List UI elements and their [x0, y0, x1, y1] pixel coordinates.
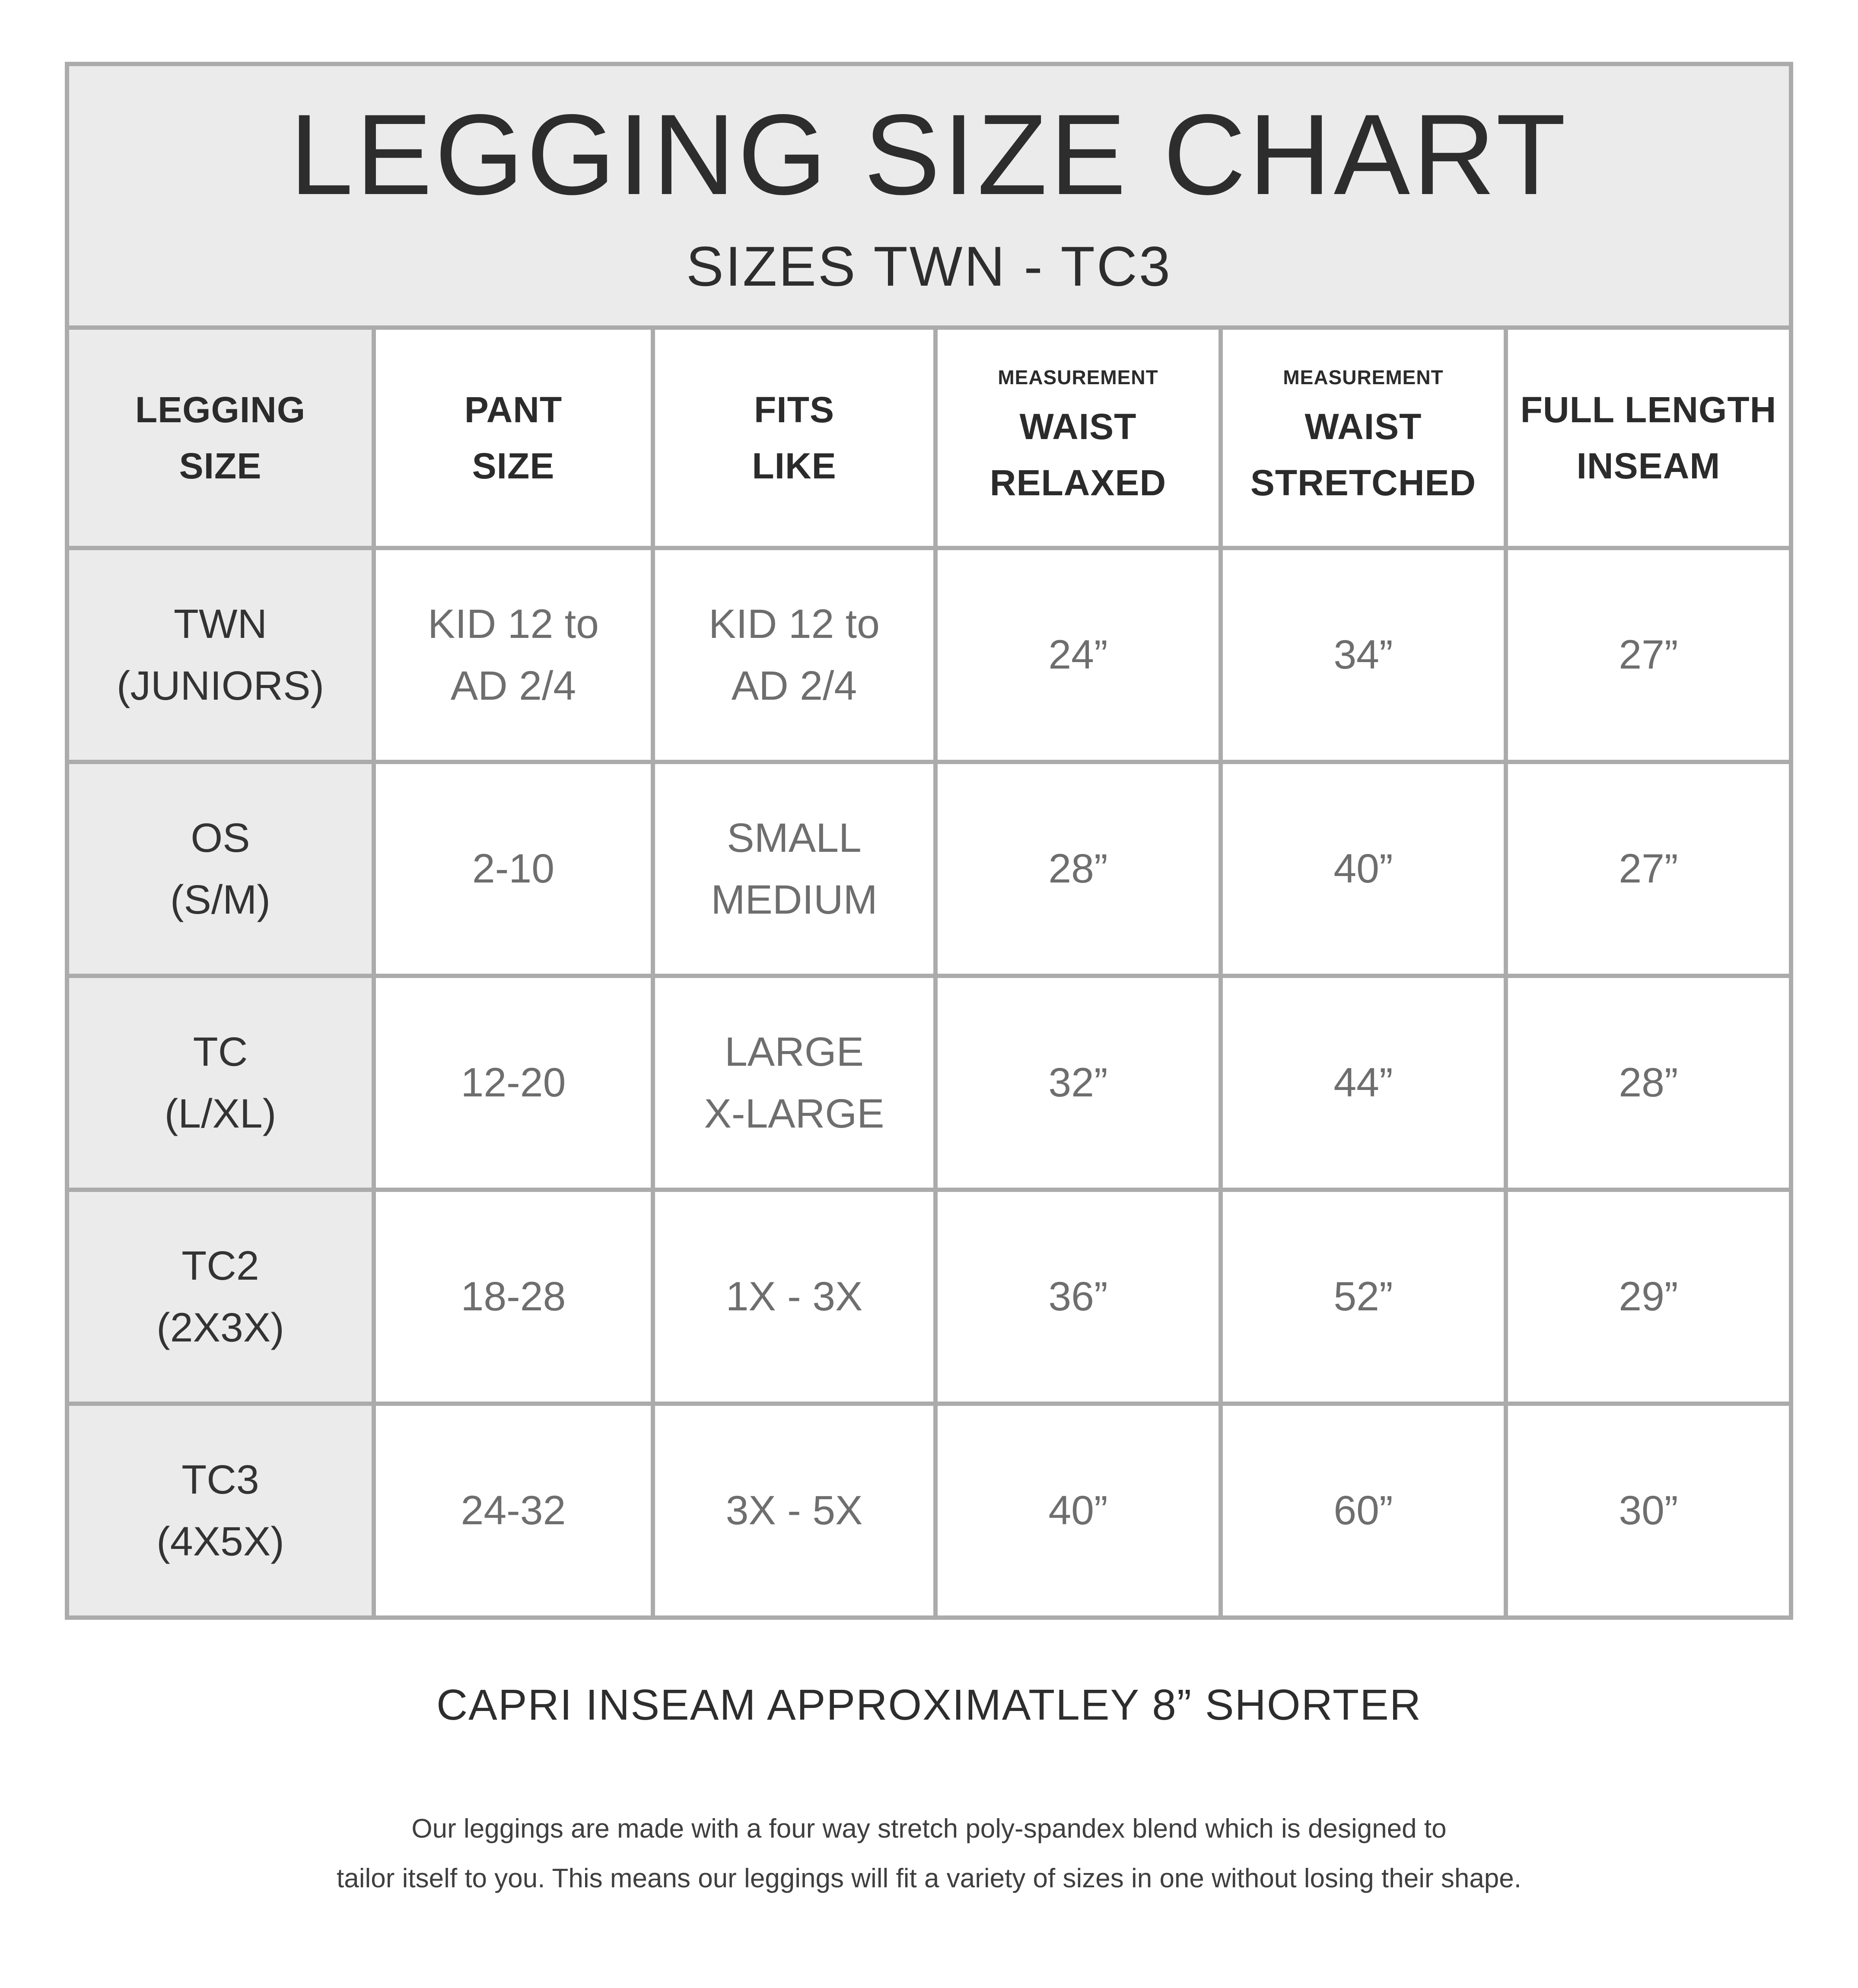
cell-line: (2X3X)	[156, 1304, 284, 1351]
row-os-inseam-cell: 27”	[1508, 764, 1789, 974]
cell-line: TWN	[173, 601, 267, 647]
row-tc2-inseam-cell: 29”	[1508, 1192, 1789, 1402]
fabric-description-line: Our leggings are made with a four way st…	[411, 1814, 1447, 1844]
cell-line: 44”	[1333, 1060, 1393, 1106]
row-tc2-pant-size-cell: 18-28	[376, 1192, 651, 1402]
row-tc3-fits-like-cell: 3X - 5X	[655, 1406, 933, 1615]
cell-line: 24”	[1048, 632, 1108, 678]
cell-line: 52”	[1333, 1274, 1393, 1320]
header-line: WAIST	[1304, 406, 1422, 447]
cell-line: 34”	[1333, 632, 1393, 678]
cell-line: 24-32	[461, 1488, 566, 1534]
chart-title-section: LEGGING SIZE CHART SIZES TWN - TC3	[69, 66, 1789, 325]
page-title: LEGGING SIZE CHART	[290, 90, 1568, 219]
cell-line: 18-28	[461, 1274, 566, 1320]
row-os-pant-size-cell: 2-10	[376, 764, 651, 974]
row-twn-fits-like-cell: KID 12 to AD 2/4	[655, 550, 933, 760]
fabric-description: Our leggings are made with a four way st…	[0, 1804, 1858, 1903]
column-header-full-length-inseam: FULL LENGTH INSEAM	[1508, 330, 1789, 546]
row-twn-waist-relaxed-cell: 24”	[938, 550, 1219, 760]
row-tc-waist-stretched-cell: 44”	[1223, 978, 1504, 1188]
header-line: SIZE	[179, 446, 262, 486]
cell-line: AD 2/4	[731, 663, 857, 709]
header-measurement-label: MEASUREMENT	[1283, 366, 1444, 389]
cell-line: LARGE	[724, 1029, 864, 1075]
row-tc3-pant-size-cell: 24-32	[376, 1406, 651, 1615]
row-tc2-waist-relaxed-cell: 36”	[938, 1192, 1219, 1402]
cell-line: AD 2/4	[450, 663, 576, 709]
row-os-fits-like-cell: SMALL MEDIUM	[655, 764, 933, 974]
cell-line: MEDIUM	[711, 876, 878, 923]
cell-line: 27”	[1619, 846, 1678, 892]
row-tc-fits-like-cell: LARGE X-LARGE	[655, 978, 933, 1188]
cell-line: 32”	[1048, 1060, 1108, 1106]
cell-line: 2-10	[472, 846, 555, 892]
row-os-waist-stretched-cell: 40”	[1223, 764, 1504, 974]
cell-line: 60”	[1333, 1488, 1393, 1534]
cell-line: 28”	[1619, 1060, 1678, 1106]
cell-line: (S/M)	[170, 876, 271, 923]
row-tc-pant-size-cell: 12-20	[376, 978, 651, 1188]
cell-line: (L/XL)	[164, 1090, 277, 1137]
cell-line: KID 12 to	[708, 601, 880, 647]
row-tc2-fits-like-cell: 1X - 3X	[655, 1192, 933, 1402]
row-twn-inseam-cell: 27”	[1508, 550, 1789, 760]
cell-line: 36”	[1048, 1274, 1108, 1320]
header-line: FITS	[754, 389, 834, 430]
row-tc-inseam-cell: 28”	[1508, 978, 1789, 1188]
header-line: LIKE	[752, 446, 837, 486]
row-os-legging-size-cell: OS (S/M)	[69, 764, 372, 974]
header-line: RELAXED	[989, 462, 1167, 503]
column-header-legging-size: LEGGING SIZE	[69, 330, 372, 546]
cell-line: 27”	[1619, 632, 1678, 678]
cell-line: X-LARGE	[704, 1090, 884, 1137]
row-twn-legging-size-cell: TWN (JUNIORS)	[69, 550, 372, 760]
cell-line: KID 12 to	[427, 601, 599, 647]
row-tc3-waist-stretched-cell: 60”	[1223, 1406, 1504, 1615]
row-tc2-legging-size-cell: TC2 (2X3X)	[69, 1192, 372, 1402]
cell-line: 29”	[1619, 1274, 1678, 1320]
row-tc3-inseam-cell: 30”	[1508, 1406, 1789, 1615]
fabric-description-line: tailor itself to you. This means our leg…	[337, 1863, 1521, 1893]
row-os-waist-relaxed-cell: 28”	[938, 764, 1219, 974]
cell-line: TC	[193, 1029, 248, 1075]
header-line: INSEAM	[1576, 446, 1721, 486]
row-twn-waist-stretched-cell: 34”	[1223, 550, 1504, 760]
cell-line: 30”	[1619, 1488, 1678, 1534]
cell-line: 40”	[1333, 846, 1393, 892]
legging-size-chart-table: LEGGING SIZE CHART SIZES TWN - TC3 LEGGI…	[65, 62, 1793, 1620]
header-line: FULL LENGTH	[1520, 389, 1777, 430]
column-header-waist-stretched: MEASUREMENT WAIST STRETCHED	[1223, 330, 1504, 546]
cell-line: 28”	[1048, 846, 1108, 892]
header-line: PANT	[464, 389, 563, 430]
header-line: WAIST	[1019, 406, 1137, 447]
cell-line: 3X - 5X	[725, 1488, 863, 1534]
header-line: SIZE	[472, 446, 555, 486]
row-tc2-waist-stretched-cell: 52”	[1223, 1192, 1504, 1402]
row-tc-legging-size-cell: TC (L/XL)	[69, 978, 372, 1188]
row-tc-waist-relaxed-cell: 32”	[938, 978, 1219, 1188]
cell-line: 40”	[1048, 1488, 1108, 1534]
cell-line: TC3	[181, 1457, 259, 1503]
cell-line: OS	[191, 815, 250, 861]
cell-line: (JUNIORS)	[116, 663, 325, 709]
header-line: STRETCHED	[1250, 462, 1476, 503]
cell-line: SMALL	[727, 815, 862, 861]
row-tc3-legging-size-cell: TC3 (4X5X)	[69, 1406, 372, 1615]
cell-line: 12-20	[461, 1060, 566, 1106]
column-header-fits-like: FITS LIKE	[655, 330, 933, 546]
cell-line: TC2	[181, 1243, 259, 1289]
column-header-waist-relaxed: MEASUREMENT WAIST RELAXED	[938, 330, 1219, 546]
capri-inseam-note: CAPRI INSEAM APPROXIMATLEY 8” SHORTER	[436, 1681, 1422, 1729]
column-header-pant-size: PANT SIZE	[376, 330, 651, 546]
header-measurement-label: MEASUREMENT	[998, 366, 1158, 389]
cell-line: 1X - 3X	[725, 1274, 863, 1320]
cell-line: (4X5X)	[156, 1518, 284, 1564]
row-tc3-waist-relaxed-cell: 40”	[938, 1406, 1219, 1615]
page-subtitle: SIZES TWN - TC3	[686, 234, 1172, 298]
row-twn-pant-size-cell: KID 12 to AD 2/4	[376, 550, 651, 760]
header-line: LEGGING	[135, 389, 306, 430]
